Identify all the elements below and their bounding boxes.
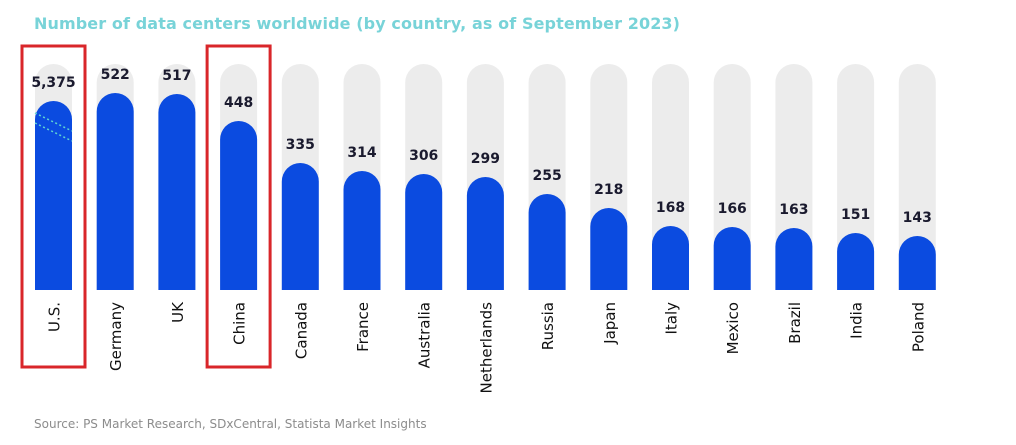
bar-track xyxy=(898,64,936,290)
bar-group-u-s-: 5,375 U.S. xyxy=(20,44,87,369)
category-label: Italy xyxy=(663,302,681,335)
bar-group-france: 314 France xyxy=(343,64,381,352)
bar-group-poland: 143 Poland xyxy=(898,64,936,352)
bar xyxy=(898,236,936,290)
bar xyxy=(837,233,875,290)
category-label: Brazil xyxy=(786,302,804,344)
bar xyxy=(590,208,628,290)
data-label: 143 xyxy=(903,210,932,226)
category-label: Canada xyxy=(292,302,310,359)
bar xyxy=(35,101,72,290)
highlight-box xyxy=(205,44,272,369)
data-label: 522 xyxy=(101,67,130,83)
bar xyxy=(528,194,566,290)
bar-group-germany: 522 Germany xyxy=(96,64,134,371)
data-label: 299 xyxy=(471,151,500,167)
bar-group-canada: 335 Canada xyxy=(281,64,319,359)
category-label: Japan xyxy=(601,302,619,345)
category-label: Netherlands xyxy=(477,302,495,394)
data-label: 255 xyxy=(532,168,561,184)
bar-group-brazil: 163 Brazil xyxy=(775,64,813,344)
category-label: Russia xyxy=(539,302,557,350)
bar xyxy=(96,93,134,290)
source-note: Source: PS Market Research, SDxCentral, … xyxy=(34,417,427,431)
category-label: China xyxy=(231,302,249,345)
bar-group-australia: 306 Australia xyxy=(405,64,443,368)
bar xyxy=(652,226,689,290)
bar-group-japan: 218 Japan xyxy=(590,64,628,345)
category-label: India xyxy=(848,302,866,339)
data-label: 166 xyxy=(718,201,747,217)
category-label: U.S. xyxy=(46,302,64,332)
data-label: 163 xyxy=(779,202,808,218)
data-label: 335 xyxy=(286,137,315,153)
data-label: 218 xyxy=(594,182,623,198)
bar xyxy=(220,121,258,290)
bar xyxy=(713,227,751,290)
bar xyxy=(158,94,196,290)
data-label: 168 xyxy=(656,200,685,216)
bar xyxy=(405,174,443,290)
chart-title: Number of data centers worldwide (by cou… xyxy=(34,14,681,33)
highlight-box xyxy=(20,44,87,369)
data-label: 151 xyxy=(841,207,870,223)
category-label: Australia xyxy=(416,302,434,368)
category-label: Germany xyxy=(107,302,125,371)
bar-group-china: 448 China xyxy=(205,44,272,369)
bar-group-russia: 255 Russia xyxy=(528,64,566,350)
bar-group-italy: 168 Italy xyxy=(652,64,689,335)
data-label: 314 xyxy=(347,145,376,161)
bar-group-uk: 517 UK xyxy=(158,64,196,323)
category-label: Mexico xyxy=(724,302,742,354)
bar xyxy=(343,171,381,290)
category-label: UK xyxy=(169,301,187,323)
bar-group-india: 151 India xyxy=(837,64,875,339)
bar xyxy=(281,163,319,290)
data-label: 517 xyxy=(162,68,191,84)
bar xyxy=(775,228,813,290)
category-label: France xyxy=(354,302,372,352)
bar-group-mexico: 166 Mexico xyxy=(713,64,751,354)
data-label: 306 xyxy=(409,148,438,164)
data-label: 5,375 xyxy=(31,75,75,91)
bar-group-netherlands: 299 Netherlands xyxy=(466,64,504,394)
category-label: Poland xyxy=(909,302,927,352)
bar-track xyxy=(837,64,875,290)
data-label: 448 xyxy=(224,95,253,111)
bar xyxy=(466,177,504,290)
